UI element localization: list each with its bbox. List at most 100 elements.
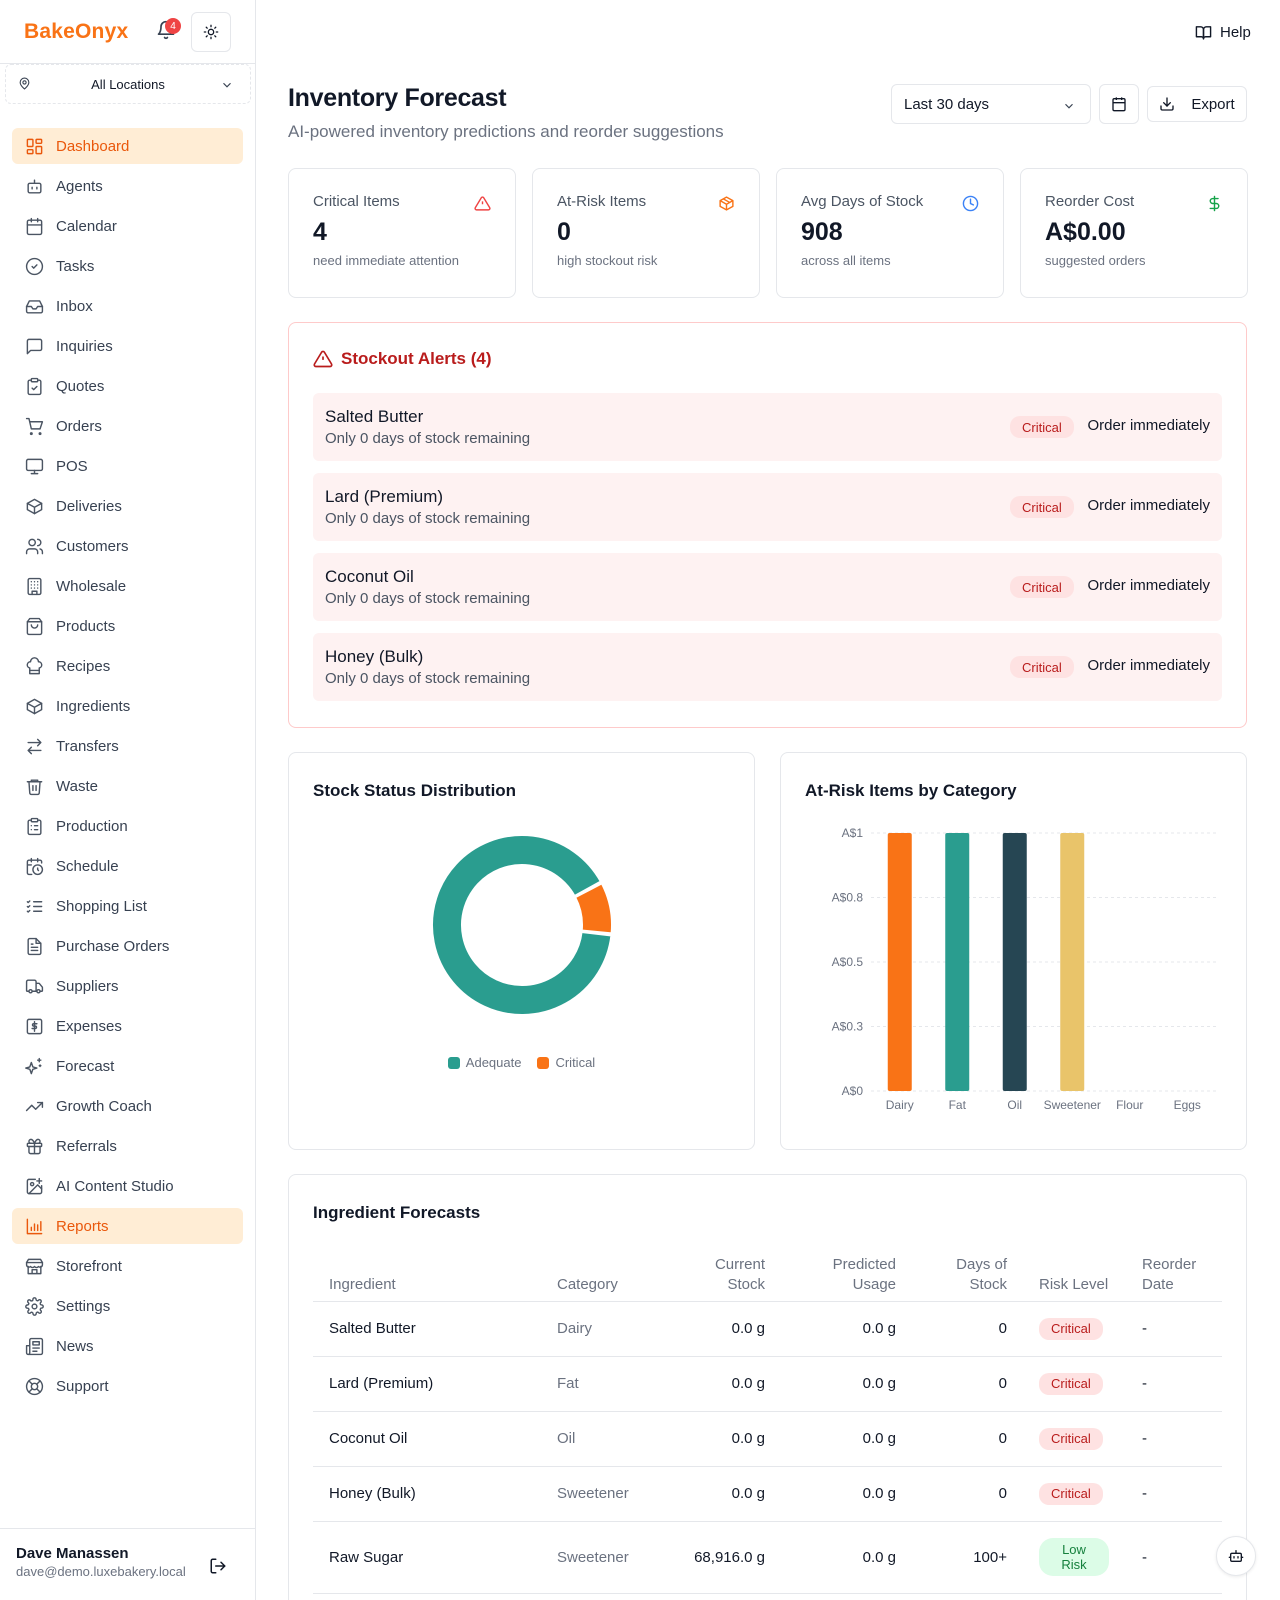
box-icon	[24, 696, 44, 716]
stat-note: high stockout risk	[557, 253, 658, 268]
sidebar-item-referrals[interactable]: Referrals	[12, 1128, 243, 1164]
legend-item[interactable]: Adequate	[447, 1055, 521, 1070]
cell-ingredient: Salted Butter	[313, 1301, 541, 1357]
sidebar-nav: Dashboard Agents Calendar Tasks Inbox Inquiri…	[12, 128, 243, 1408]
donut-slice-critical[interactable]	[573, 882, 613, 935]
sidebar-item-forecast[interactable]: Forecast	[12, 1048, 243, 1084]
sidebar-item-inbox[interactable]: Inbox	[12, 288, 243, 324]
alert-action[interactable]: Order immediately	[1087, 497, 1210, 514]
sidebar-item-products[interactable]: Products	[12, 608, 243, 644]
sidebar-item-calendar[interactable]: Calendar	[12, 208, 243, 244]
location-select[interactable]: All Locations	[5, 64, 251, 104]
col-predicted-usage[interactable]: Predicted Usage	[781, 1249, 912, 1302]
stat-card-critical: Critical Items 4 need immediate attentio…	[288, 168, 516, 298]
sidebar-item-support[interactable]: Support	[12, 1368, 243, 1404]
sidebar-item-label: Deliveries	[56, 497, 122, 515]
sun-icon	[203, 24, 219, 40]
sidebar-item-dashboard[interactable]: Dashboard	[12, 128, 243, 164]
theme-toggle-button[interactable]	[191, 12, 231, 52]
sidebar-item-expenses[interactable]: Expenses	[12, 1008, 243, 1044]
alert-action[interactable]: Order immediately	[1087, 577, 1210, 594]
cell-category: Sweetener	[541, 1521, 661, 1594]
sidebar-item-production[interactable]: Production	[12, 808, 243, 844]
message-icon	[24, 336, 44, 356]
cell-reorder-date: -	[1126, 1466, 1222, 1522]
page-subtitle: AI-powered inventory predictions and reo…	[288, 122, 724, 141]
col-reorder-date[interactable]: Reorder Date	[1126, 1249, 1222, 1302]
sidebar-item-transfers[interactable]: Transfers	[12, 728, 243, 764]
alerts-title: Stockout Alerts (4)	[341, 349, 492, 368]
sidebar-item-pos[interactable]: POS	[12, 448, 243, 484]
sidebar-item-waste[interactable]: Waste	[12, 768, 243, 804]
sidebar-item-storefront[interactable]: Storefront	[12, 1248, 243, 1284]
status-badge: Critical	[1010, 416, 1074, 438]
col-days-of-stock[interactable]: Days of Stock	[912, 1249, 1023, 1302]
col-current-stock[interactable]: Current Stock	[661, 1249, 781, 1302]
assistant-button[interactable]	[1216, 1536, 1256, 1576]
calendar-button[interactable]	[1099, 84, 1139, 124]
bar-sweetener[interactable]	[1060, 833, 1085, 1091]
sidebar-item-ingredients[interactable]: Ingredients	[12, 688, 243, 724]
table-row[interactable]: Lard (Premium) Fat 0.0 g 0.0 g 0 Critical -	[313, 1356, 1222, 1412]
table-row[interactable]: Coconut Oil Oil 0.0 g 0.0 g 0 Critical -	[313, 1411, 1222, 1467]
col-category[interactable]: Category	[541, 1249, 661, 1302]
table-row[interactable]: Salted Butter Dairy 0.0 g 0.0 g 0 Critical -	[313, 1301, 1222, 1357]
sidebar-item-news[interactable]: News	[12, 1328, 243, 1364]
monitor-icon	[24, 456, 44, 476]
date-range-value: Last 30 days	[904, 95, 990, 113]
donut-slice-adequate[interactable]	[431, 834, 613, 1016]
bar-dairy[interactable]	[887, 833, 912, 1091]
col-risk-level[interactable]: Risk Level	[1023, 1249, 1126, 1302]
cell-predicted-usage: 0.0 g	[781, 1521, 912, 1594]
cell-days-of-stock: 100+	[912, 1521, 1023, 1594]
sidebar-item-label: Quotes	[56, 377, 105, 395]
sidebar-item-wholesale[interactable]: Wholesale	[12, 568, 243, 604]
list-check-icon	[24, 896, 44, 916]
cart-icon	[24, 416, 44, 436]
sidebar-item-agents[interactable]: Agents	[12, 168, 243, 204]
sidebar-item-purchase-orders[interactable]: Purchase Orders	[12, 928, 243, 964]
bar-fat[interactable]	[945, 833, 970, 1091]
table-row[interactable]: Honey (Bulk) Sweetener 0.0 g 0.0 g 0 Critical…	[313, 1466, 1222, 1522]
page-title: Inventory Forecast	[288, 84, 507, 112]
sidebar-item-settings[interactable]: Settings	[12, 1288, 243, 1324]
alert-message: Only 0 days of stock remaining	[325, 430, 531, 447]
sidebar-item-orders[interactable]: Orders	[12, 408, 243, 444]
user-name: Dave Manassen	[16, 1545, 129, 1562]
sidebar-item-growth-coach[interactable]: Growth Coach	[12, 1088, 243, 1124]
sidebar-item-quotes[interactable]: Quotes	[12, 368, 243, 404]
logout-icon[interactable]	[209, 1557, 227, 1580]
brand-logo[interactable]: BakeOnyx	[24, 19, 129, 43]
stat-note: suggested orders	[1045, 253, 1146, 268]
cell-risk-level: Critical	[1023, 1301, 1126, 1357]
alert-item-name: Coconut Oil	[325, 567, 414, 586]
col-ingredient[interactable]: Ingredient	[313, 1249, 541, 1302]
sidebar-item-customers[interactable]: Customers	[12, 528, 243, 564]
date-range-select[interactable]: Last 30 days	[891, 84, 1091, 124]
alert-action[interactable]: Order immediately	[1087, 417, 1210, 434]
legend-item[interactable]: Critical	[537, 1055, 595, 1070]
export-button[interactable]: Export	[1147, 86, 1247, 122]
clipboard-check-icon	[24, 376, 44, 396]
alert-triangle-icon	[313, 350, 333, 368]
help-button[interactable]: Help	[1195, 24, 1251, 41]
table-row[interactable]: Raw Sugar Sweetener 68,916.0 g 0.0 g 100+ Low…	[313, 1521, 1222, 1594]
alert-item-name: Lard (Premium)	[325, 487, 444, 506]
table-header-row: Ingredient Category Current Stock Predic…	[313, 1249, 1222, 1302]
x-tick-label: Eggs	[1174, 1098, 1201, 1112]
sidebar-item-recipes[interactable]: Recipes	[12, 648, 243, 684]
bar-oil[interactable]	[1002, 833, 1027, 1091]
sidebar-item-inquiries[interactable]: Inquiries	[12, 328, 243, 364]
transfer-icon	[24, 736, 44, 756]
sidebar-item-deliveries[interactable]: Deliveries	[12, 488, 243, 524]
alert-message: Only 0 days of stock remaining	[325, 670, 531, 687]
cell-risk-level: Critical	[1023, 1466, 1126, 1522]
alert-action[interactable]: Order immediately	[1087, 657, 1210, 674]
calendar-icon	[1112, 97, 1126, 112]
sidebar-item-shopping-list[interactable]: Shopping List	[12, 888, 243, 924]
sidebar-item-tasks[interactable]: Tasks	[12, 248, 243, 284]
sidebar-item-suppliers[interactable]: Suppliers	[12, 968, 243, 1004]
sidebar-item-ai-content-studio[interactable]: AI Content Studio	[12, 1168, 243, 1204]
sidebar-item-schedule[interactable]: Schedule	[12, 848, 243, 884]
sidebar-item-reports[interactable]: Reports	[12, 1208, 243, 1244]
